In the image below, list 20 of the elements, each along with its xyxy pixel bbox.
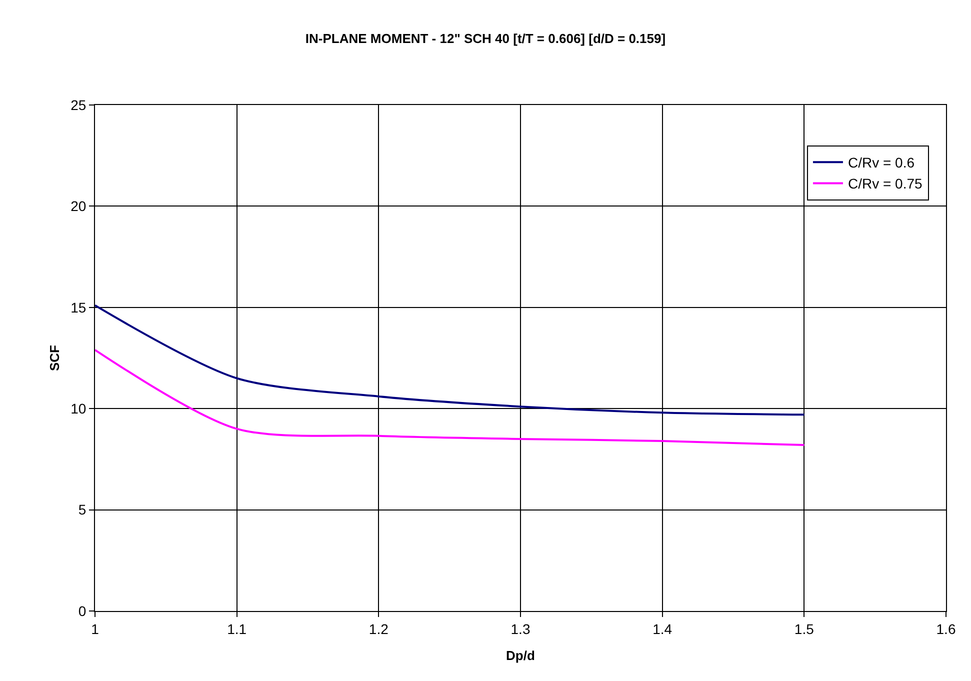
x-tick-label: 1.5	[794, 620, 814, 637]
x-tick-label: 1.2	[368, 620, 389, 637]
x-tick-label: 1.1	[227, 620, 247, 637]
line-series	[95, 348, 806, 446]
legend-label: C/Rv = 0.75	[848, 176, 923, 192]
legend-label: C/Rv = 0.6	[848, 154, 915, 171]
y-axis-title: SCF	[47, 344, 62, 371]
x-tick-label: 1.3	[510, 620, 530, 637]
y-tick-label: 25	[70, 96, 86, 113]
x-tick-label: 1	[91, 620, 100, 637]
line-series	[95, 304, 806, 416]
y-tick-label: 5	[78, 502, 86, 518]
chart-title: IN-PLANE MOMENT - 12" SCH 40 [t/T = 0.606] [d/D = 0.159]	[305, 31, 666, 46]
x-axis-title: Dp/d	[506, 648, 535, 663]
y-tick-label: 0	[78, 602, 86, 619]
y-tick-label: 20	[70, 198, 86, 214]
x-tick-label: 1.6	[936, 620, 956, 637]
x-tick-label: 1.4	[652, 620, 672, 637]
y-tick-label: 10	[70, 400, 86, 416]
y-tick-label: 15	[70, 299, 86, 316]
